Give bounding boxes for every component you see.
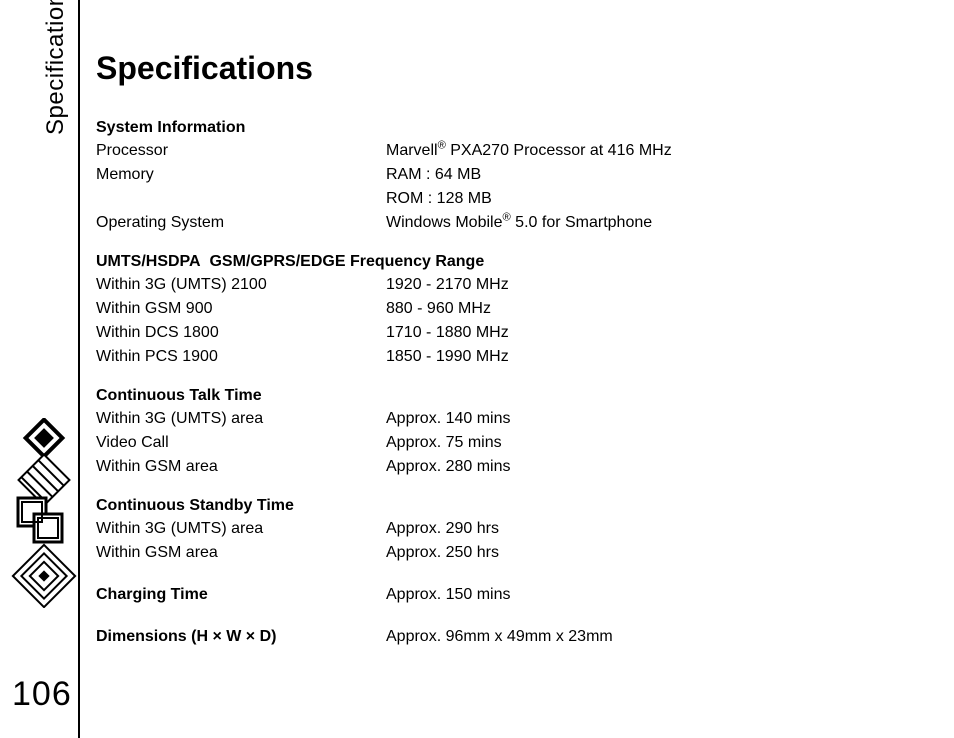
spec-section: Charging TimeApprox. 150 mins (96, 583, 916, 607)
spec-value: 880 - 960 MHz (386, 297, 916, 321)
spec-row: ProcessorMarvell® PXA270 Processor at 41… (96, 139, 916, 163)
spec-label: Within 3G (UMTS) 2100 (96, 273, 386, 297)
spec-label: Charging Time (96, 583, 386, 607)
spec-label (96, 187, 386, 211)
section-header: UMTS/HSDPA GSM/GPRS/EDGE Frequency Range (96, 253, 916, 271)
spec-row: Dimensions (H × W × D)Approx. 96mm x 49m… (96, 625, 916, 649)
spec-value: Approx. 96mm x 49mm x 23mm (386, 625, 916, 649)
spec-label: Within 3G (UMTS) area (96, 407, 386, 431)
side-label: Specifications (42, 0, 70, 135)
diamond-ornament-icon (10, 418, 78, 608)
spec-row: Within PCS 19001850 - 1990 MHz (96, 345, 916, 369)
spec-value: 1850 - 1990 MHz (386, 345, 916, 369)
spec-section: Dimensions (H × W × D)Approx. 96mm x 49m… (96, 625, 916, 649)
spec-value: RAM : 64 MB (386, 163, 916, 187)
spec-row: Within 3G (UMTS) areaApprox. 290 hrs (96, 517, 916, 541)
spec-section: System Information ProcessorMarvell® PXA2… (96, 119, 916, 235)
spec-row: Within DCS 18001710 - 1880 MHz (96, 321, 916, 345)
page-title: Specifications (96, 50, 916, 87)
spec-label: Within GSM area (96, 455, 386, 479)
spec-row: Video CallApprox. 75 mins (96, 431, 916, 455)
spec-value: 1920 - 2170 MHz (386, 273, 916, 297)
spec-section: Continuous Talk Time Within 3G (UMTS) are… (96, 387, 916, 479)
spec-row: Within GSM areaApprox. 280 mins (96, 455, 916, 479)
spec-value: 1710 - 1880 MHz (386, 321, 916, 345)
section-header: Continuous Standby Time (96, 497, 916, 515)
spec-value: Marvell® PXA270 Processor at 416 MHz (386, 139, 916, 163)
spec-row: Within GSM areaApprox. 250 hrs (96, 541, 916, 565)
spec-row: Operating SystemWindows Mobile® 5.0 for … (96, 211, 916, 235)
spec-section: UMTS/HSDPA GSM/GPRS/EDGE Frequency Range… (96, 253, 916, 369)
spec-label: Within 3G (UMTS) area (96, 517, 386, 541)
spec-value: ROM : 128 MB (386, 187, 916, 211)
vertical-rule (78, 0, 80, 738)
spec-section: Continuous Standby Time Within 3G (UMTS) … (96, 497, 916, 565)
spec-value: Approx. 280 mins (386, 455, 916, 479)
spec-value: Approx. 150 mins (386, 583, 916, 607)
content-area: Specifications System Information Process… (96, 50, 916, 667)
spec-label: Within DCS 1800 (96, 321, 386, 345)
spec-label: Within GSM 900 (96, 297, 386, 321)
spec-value: Approx. 290 hrs (386, 517, 916, 541)
spec-label: Memory (96, 163, 386, 187)
spec-row: Within 3G (UMTS) 21001920 - 2170 MHz (96, 273, 916, 297)
spec-row: Within GSM 900880 - 960 MHz (96, 297, 916, 321)
section-header: System Information (96, 119, 916, 137)
spec-label: Within GSM area (96, 541, 386, 565)
spec-label: Operating System (96, 211, 386, 235)
spec-row: ROM : 128 MB (96, 187, 916, 211)
spec-row: MemoryRAM : 64 MB (96, 163, 916, 187)
spec-sections: System Information ProcessorMarvell® PXA2… (96, 119, 916, 649)
section-header: Continuous Talk Time (96, 387, 916, 405)
spec-value: Approx. 250 hrs (386, 541, 916, 565)
spec-row: Within 3G (UMTS) areaApprox. 140 mins (96, 407, 916, 431)
page-number: 106 (12, 675, 72, 714)
spec-label: Within PCS 1900 (96, 345, 386, 369)
spec-value: Approx. 75 mins (386, 431, 916, 455)
spec-label: Processor (96, 139, 386, 163)
spec-label: Dimensions (H × W × D) (96, 625, 386, 649)
spec-row: Charging TimeApprox. 150 mins (96, 583, 916, 607)
page: Specifications 106 (0, 0, 954, 738)
spec-label: Video Call (96, 431, 386, 455)
spec-value: Approx. 140 mins (386, 407, 916, 431)
spec-value: Windows Mobile® 5.0 for Smartphone (386, 211, 916, 235)
